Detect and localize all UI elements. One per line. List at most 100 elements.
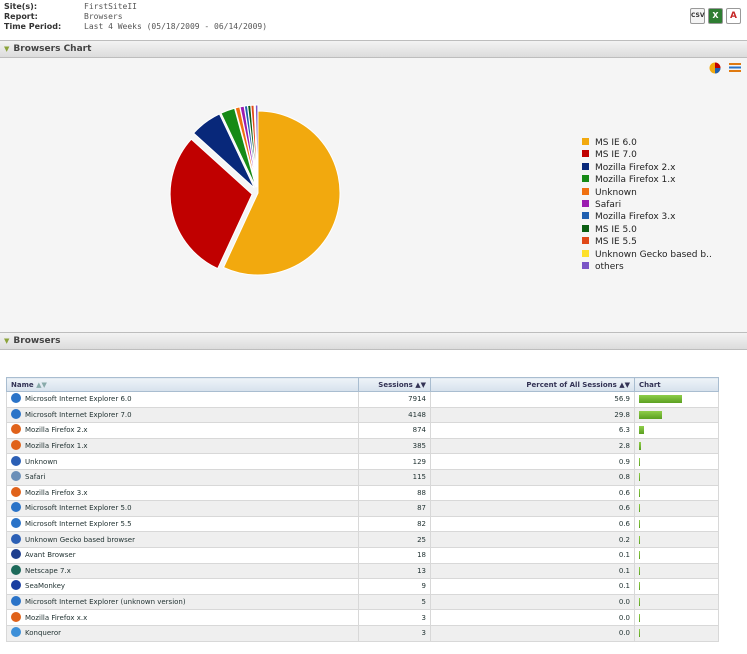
table-row[interactable]: Mozilla Firefox 3.x 88 0.6 <box>6 484 719 502</box>
sort-desc-icon[interactable]: ▲▼ <box>415 380 426 389</box>
percent-cell: 29.8 <box>430 406 635 424</box>
column-header-name[interactable]: Name ▲▼ <box>6 377 359 392</box>
legend-item[interactable]: Mozilla Firefox 3.x <box>582 211 712 223</box>
konqueror-icon <box>11 627 21 638</box>
pie-chart-icon[interactable] <box>709 62 721 74</box>
browsers-pie-chart <box>169 104 341 276</box>
avant-icon <box>11 549 21 560</box>
browser-name-cell: Mozilla Firefox x.x <box>6 609 359 626</box>
percent-cell: 6.3 <box>430 422 635 439</box>
browser-name-cell: Unknown <box>6 453 359 470</box>
pie-slice[interactable] <box>220 107 257 188</box>
ie-icon <box>11 596 21 607</box>
collapse-triangle-icon[interactable]: ▼ <box>4 45 10 53</box>
table-row[interactable]: SeaMonkey 9 0.1 <box>6 578 719 595</box>
table-section-header[interactable]: ▼ Browsers <box>0 332 747 350</box>
browser-name-cell: Microsoft Internet Explorer (unknown ver… <box>6 593 359 611</box>
table-row[interactable]: Microsoft Internet Explorer (unknown ver… <box>6 593 719 611</box>
collapse-triangle-icon[interactable]: ▼ <box>4 337 10 345</box>
table-row[interactable]: Microsoft Internet Explorer 7.0 4148 29.8 <box>6 406 719 424</box>
chart-section-title: Browsers Chart <box>13 44 92 54</box>
legend-item[interactable]: Mozilla Firefox 2.x <box>582 162 712 174</box>
chart-cell <box>634 391 719 408</box>
percent-bar <box>639 520 640 529</box>
seamonkey-icon <box>11 580 21 591</box>
sessions-cell: 3 <box>358 609 431 626</box>
sessions-cell: 3 <box>358 624 431 642</box>
export-pdf-button[interactable]: A <box>726 8 741 24</box>
table-row[interactable]: Microsoft Internet Explorer 5.5 82 0.6 <box>6 515 719 533</box>
sessions-cell: 7914 <box>358 391 431 408</box>
site-value: FirstSiteII <box>84 2 137 11</box>
chart-section-header[interactable]: ▼ Browsers Chart <box>0 40 747 58</box>
percent-cell: 0.6 <box>430 515 635 533</box>
legend-item[interactable]: MS IE 5.0 <box>582 224 712 236</box>
table-row[interactable]: Microsoft Internet Explorer 5.0 87 0.6 <box>6 500 719 517</box>
ie-icon <box>11 518 21 529</box>
ie-icon <box>11 393 21 404</box>
unknown-browser-icon <box>11 533 21 544</box>
table-row[interactable]: Safari 115 0.8 <box>6 468 719 486</box>
legend-swatch <box>582 162 589 170</box>
firefox-icon <box>11 440 21 451</box>
sessions-cell: 4148 <box>358 406 431 424</box>
table-row[interactable]: Konqueror 3 0.0 <box>6 624 719 642</box>
chart-cell <box>634 406 719 424</box>
table-row[interactable]: Unknown Gecko based browser 25 0.2 <box>6 531 719 548</box>
legend-item[interactable]: MS IE 6.0 <box>582 137 712 149</box>
pie-slice[interactable] <box>222 110 341 276</box>
browser-name-cell: Microsoft Internet Explorer 6.0 <box>6 391 359 408</box>
table-row[interactable]: Microsoft Internet Explorer 6.0 7914 56.9 <box>6 391 719 408</box>
legend-swatch <box>582 187 589 195</box>
percent-cell: 0.6 <box>430 484 635 502</box>
sort-arrows-icon[interactable]: ▲▼ <box>36 380 47 389</box>
table-view-icon[interactable] <box>729 62 741 74</box>
chart-cell <box>634 515 719 533</box>
table-row[interactable]: Mozilla Firefox 2.x 874 6.3 <box>6 422 719 439</box>
legend-item[interactable]: Safari <box>582 199 712 211</box>
browser-name-cell: Safari <box>6 468 359 486</box>
column-header-sessions[interactable]: Sessions ▲▼ <box>358 377 431 392</box>
sort-desc-icon[interactable]: ▲▼ <box>619 380 630 389</box>
percent-bar <box>639 457 640 466</box>
pie-slice[interactable] <box>254 104 259 188</box>
chart-cell <box>634 422 719 439</box>
percent-bar <box>639 488 640 497</box>
chart-view-toggles <box>704 62 741 74</box>
chart-cell <box>634 453 719 470</box>
legend-swatch <box>582 249 589 257</box>
column-header-percent[interactable]: Percent of All Sessions ▲▼ <box>430 377 635 392</box>
percent-bar <box>639 613 640 622</box>
sessions-cell: 5 <box>358 593 431 611</box>
period-value: Last 4 Weeks (05/18/2009 - 06/14/2009) <box>84 22 268 31</box>
sessions-cell: 25 <box>358 531 431 548</box>
chart-cell <box>634 546 719 564</box>
table-row[interactable]: Netscape 7.x 13 0.1 <box>6 562 719 580</box>
pie-slice[interactable] <box>192 113 255 189</box>
sessions-cell: 87 <box>358 500 431 517</box>
table-row[interactable]: Unknown 129 0.9 <box>6 453 719 470</box>
export-csv-button[interactable]: CSV <box>690 8 705 24</box>
legend-item[interactable]: MS IE 7.0 <box>582 149 712 161</box>
firefox-icon <box>11 486 21 497</box>
table-row[interactable]: Mozilla Firefox x.x 3 0.0 <box>6 609 719 626</box>
unknown-browser-icon <box>11 455 21 466</box>
percent-cell: 0.1 <box>430 578 635 595</box>
legend-item[interactable]: others <box>582 261 712 273</box>
sessions-cell: 18 <box>358 546 431 564</box>
legend-swatch <box>582 261 589 269</box>
legend-item[interactable]: Unknown <box>582 187 712 199</box>
percent-cell: 0.0 <box>430 609 635 626</box>
sessions-cell: 115 <box>358 468 431 486</box>
table-row[interactable]: Avant Browser 18 0.1 <box>6 546 719 564</box>
export-excel-button[interactable]: X <box>708 8 723 24</box>
browsers-table: Name ▲▼ Sessions ▲▼ Percent of All Sessi… <box>6 377 719 642</box>
table-row[interactable]: Mozilla Firefox 1.x 385 2.8 <box>6 437 719 455</box>
legend-item[interactable]: Unknown Gecko based b.. <box>582 249 712 261</box>
percent-cell: 2.8 <box>430 437 635 455</box>
pie-slice[interactable] <box>169 138 253 270</box>
table-section-title: Browsers <box>13 336 61 346</box>
legend-item[interactable]: Mozilla Firefox 1.x <box>582 174 712 186</box>
browser-name-cell: Mozilla Firefox 2.x <box>6 422 359 439</box>
legend-item[interactable]: MS IE 5.5 <box>582 236 712 248</box>
